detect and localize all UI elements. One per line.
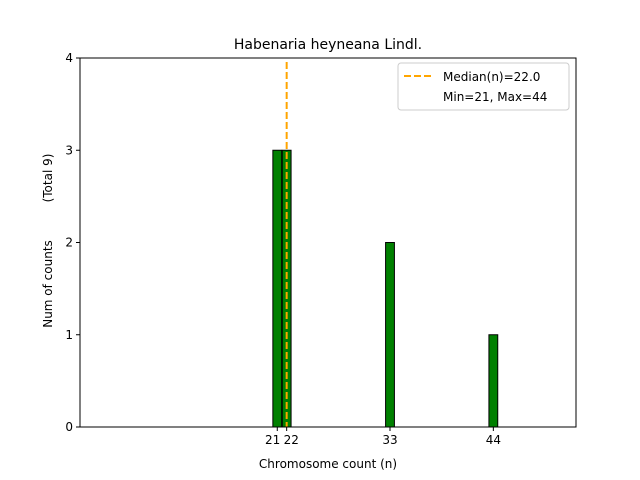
y-tick-label: 4 xyxy=(65,51,73,65)
legend: Median(n)=22.0 Min=21, Max=44 xyxy=(397,62,570,111)
legend-minmax-label: Min=21, Max=44 xyxy=(443,90,547,104)
y-tick-label: 2 xyxy=(65,236,73,250)
x-tick-label: 21 xyxy=(265,433,280,447)
y-tick-label: 0 xyxy=(65,420,73,434)
bar-21 xyxy=(272,149,283,428)
y-tick-label: 3 xyxy=(65,143,73,157)
y-tick-label: 1 xyxy=(65,328,73,342)
legend-box xyxy=(397,62,570,111)
x-tick-label: 22 xyxy=(284,433,299,447)
plot-frame xyxy=(79,57,577,428)
x-tick-label: 44 xyxy=(486,433,501,447)
bar-33 xyxy=(385,242,395,428)
chart-title: Habenaria heyneana Lindl. xyxy=(234,37,422,53)
legend-median-label: Median(n)=22.0 xyxy=(443,70,540,84)
x-tick-label: 33 xyxy=(382,433,397,447)
x-axis-label: Chromosome count (n) xyxy=(259,457,397,471)
bar-44 xyxy=(488,334,499,428)
y-axis-label: Num of counts xyxy=(41,240,55,328)
y-axis-total-label: (Total 9) xyxy=(41,154,55,203)
